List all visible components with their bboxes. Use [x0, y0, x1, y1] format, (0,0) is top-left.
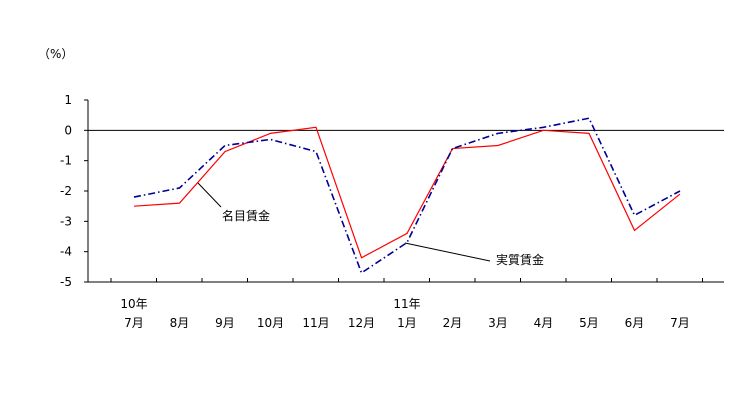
x-tick-label: 3月	[488, 316, 508, 330]
x-tick-label: 2月	[443, 316, 463, 330]
series-line-nominal-wage	[133, 126, 681, 259]
x-year-label: 10年	[120, 297, 147, 311]
y-tick-label: -5	[60, 275, 72, 289]
x-tick-label: 11月	[302, 316, 329, 330]
x-tick-labels: 7月 8月 9月 10月 11月 12月 1月 2月 3月 4月 5月 6月 7月 10年 11年	[120, 297, 689, 330]
y-tick-labels: 1 0 -1 -2 -3 -4 -5	[60, 93, 72, 289]
annotation-leader-line	[404, 242, 491, 262]
annotation-leader-line	[197, 182, 222, 208]
y-tick-label: -3	[60, 214, 72, 228]
x-tick-label: 9月	[215, 316, 235, 330]
x-tick-label: 7月	[670, 316, 690, 330]
x-tick-label: 7月	[124, 316, 144, 330]
series-line-real-wage	[133, 117, 681, 275]
x-tick-label: 8月	[170, 316, 190, 330]
series-annotation-label: 名目賃金	[222, 208, 270, 223]
series-annotation-label: 実質賃金	[496, 252, 544, 267]
x-tick-label: 4月	[534, 316, 554, 330]
series-lines	[133, 117, 681, 275]
x-tick-label: 10月	[257, 316, 284, 330]
x-tick-label: 6月	[625, 316, 645, 330]
x-tick-label: 12月	[348, 316, 375, 330]
y-tick-label: -2	[60, 184, 72, 198]
x-tick-label: 5月	[579, 316, 599, 330]
y-tick-label: -1	[60, 154, 72, 168]
y-tick-label: -4	[60, 245, 72, 259]
x-year-label: 11年	[393, 297, 420, 311]
x-tick-label: 1月	[397, 316, 417, 330]
y-unit-label: （%）	[38, 47, 73, 61]
axes	[84, 99, 724, 283]
y-tick-label: 1	[64, 93, 72, 107]
y-tick-label: 0	[64, 123, 72, 137]
